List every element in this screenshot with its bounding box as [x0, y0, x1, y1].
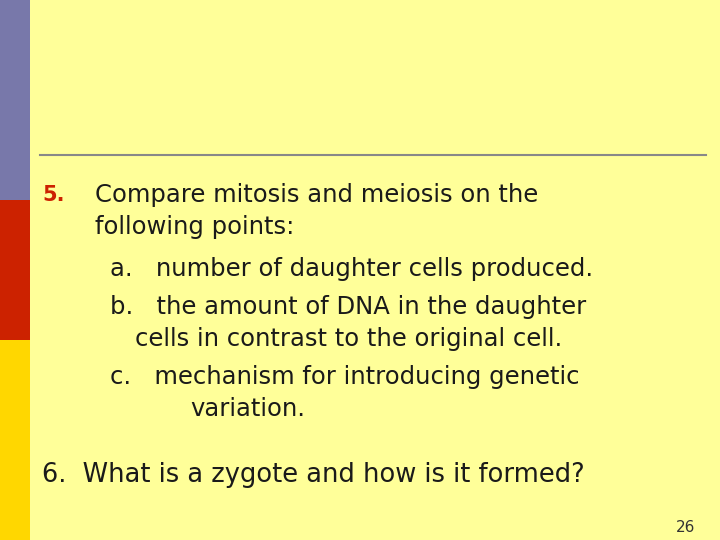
Text: cells in contrast to the original cell.: cells in contrast to the original cell.	[135, 327, 562, 351]
Bar	[0, 0, 30, 200]
Text: Compare mitosis and meiosis on the: Compare mitosis and meiosis on the	[95, 183, 539, 207]
Text: c.   mechanism for introducing genetic: c. mechanism for introducing genetic	[110, 365, 580, 389]
Text: variation.: variation.	[190, 397, 305, 421]
Text: 5.: 5.	[42, 185, 65, 205]
Text: following points:: following points:	[95, 215, 294, 239]
Text: 6.  What is a zygote and how is it formed?: 6. What is a zygote and how is it formed…	[42, 462, 585, 488]
Text: 26: 26	[675, 520, 695, 535]
Text: a.   number of daughter cells produced.: a. number of daughter cells produced.	[110, 257, 593, 281]
Text: b.   the amount of DNA in the daughter: b. the amount of DNA in the daughter	[110, 295, 586, 319]
Bar	[0, 340, 30, 540]
Bar	[0, 200, 30, 340]
